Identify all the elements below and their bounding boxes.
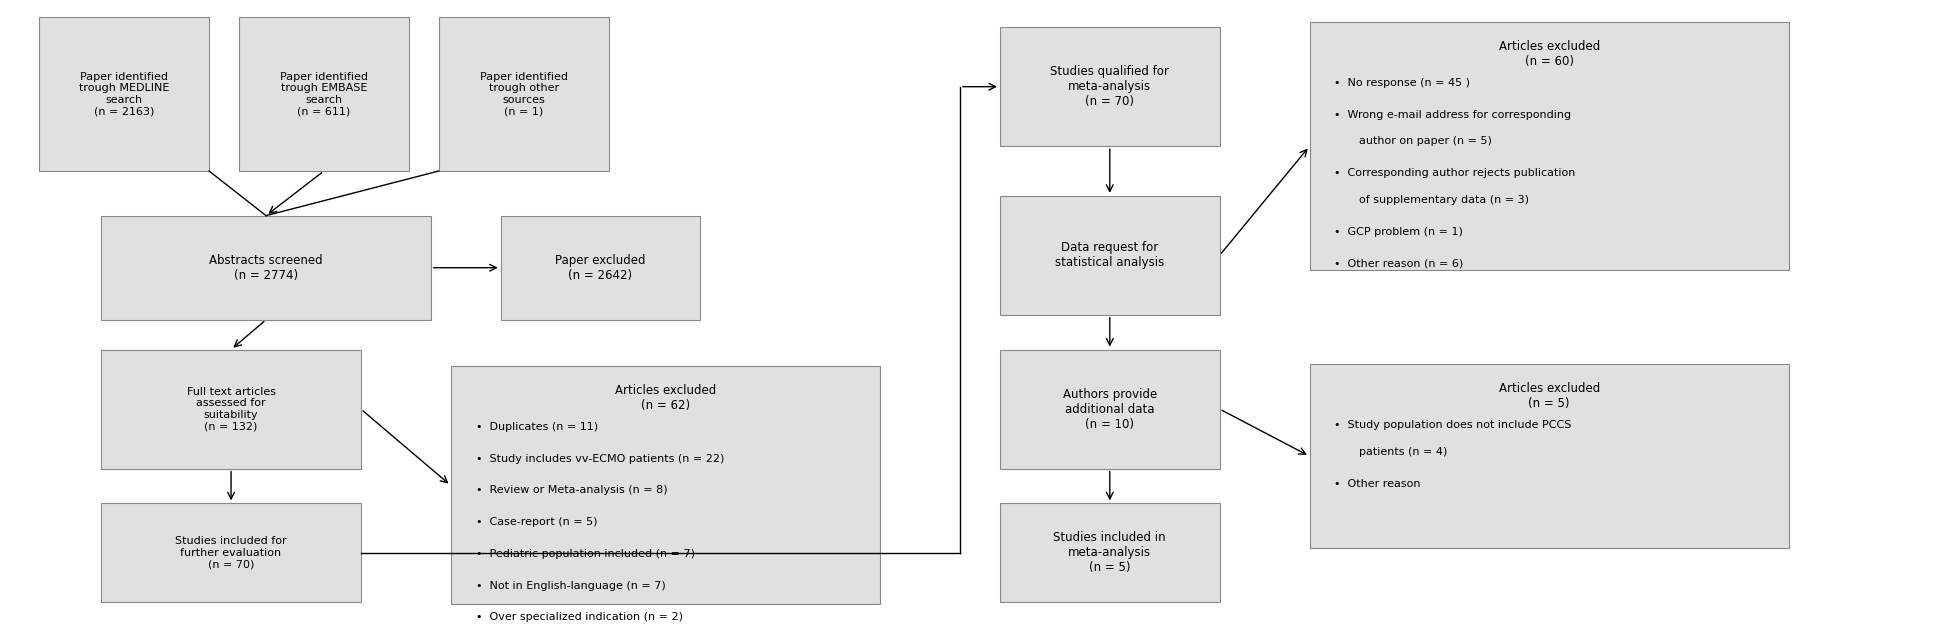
Text: Articles excluded
(n = 60): Articles excluded (n = 60) [1499,40,1600,68]
Bar [39,18,210,171]
Text: •  Study includes vv-ECMO patients (n = 22): • Study includes vv-ECMO patients (n = 2… [476,454,723,464]
Bar [1310,22,1788,270]
Bar [1310,364,1788,548]
Text: patients (n = 4): patients (n = 4) [1353,447,1448,457]
Text: Studies included for
further evaluation
(n = 70): Studies included for further evaluation … [175,536,288,570]
Text: Paper identified
trough other
sources
(n = 1): Paper identified trough other sources (n… [480,72,568,116]
Text: •  Other reason: • Other reason [1334,479,1421,489]
Bar [999,503,1219,602]
Text: Studies included in
meta-analysis
(n = 5): Studies included in meta-analysis (n = 5… [1054,531,1166,575]
Bar [439,18,608,171]
Text: Paper identified
trough MEDLINE
search
(n = 2163): Paper identified trough MEDLINE search (… [80,72,169,116]
Bar [999,196,1219,315]
Text: Articles excluded
(n = 5): Articles excluded (n = 5) [1499,382,1600,410]
Text: Studies qualified for
meta-analysis
(n = 70): Studies qualified for meta-analysis (n =… [1050,65,1168,108]
Bar [101,349,362,469]
Text: •  Not in English-language (n = 7): • Not in English-language (n = 7) [476,581,665,591]
Text: •  Other reason (n = 6): • Other reason (n = 6) [1334,259,1464,269]
Text: •  No response (n = 45 ): • No response (n = 45 ) [1334,78,1470,88]
Bar [101,503,362,602]
Text: of supplementary data (n = 3): of supplementary data (n = 3) [1353,195,1530,205]
Text: •  Review or Meta-analysis (n = 8): • Review or Meta-analysis (n = 8) [476,485,667,495]
Text: •  GCP problem (n = 1): • GCP problem (n = 1) [1334,227,1464,237]
Text: •  Case-report (n = 5): • Case-report (n = 5) [476,517,597,527]
Text: •  Over specialized indication (n = 2): • Over specialized indication (n = 2) [476,612,682,622]
Text: Paper excluded
(n = 2642): Paper excluded (n = 2642) [556,254,645,282]
Text: Authors provide
additional data
(n = 10): Authors provide additional data (n = 10) [1063,387,1157,431]
Bar [101,215,432,320]
Text: •  Wrong e-mail address for corresponding: • Wrong e-mail address for corresponding [1334,110,1571,120]
Text: •  Study population does not include PCCS: • Study population does not include PCCS [1334,420,1573,430]
Text: Paper identified
trough EMBASE
search
(n = 611): Paper identified trough EMBASE search (n… [280,72,367,116]
Text: •  Pediatric population included (n = 7): • Pediatric population included (n = 7) [476,549,694,559]
Bar [502,215,700,320]
Text: Abstracts screened
(n = 2774): Abstracts screened (n = 2774) [210,254,323,282]
Bar [999,27,1219,146]
Text: •  Duplicates (n = 11): • Duplicates (n = 11) [476,422,599,432]
Text: Articles excluded
(n = 62): Articles excluded (n = 62) [614,384,715,413]
Text: Data request for
statistical analysis: Data request for statistical analysis [1056,241,1164,269]
Text: Full text articles
assessed for
suitability
(n = 132): Full text articles assessed for suitabil… [187,387,276,431]
Bar [451,366,881,605]
Text: •  Corresponding author rejects publication: • Corresponding author rejects publicati… [1334,168,1577,178]
Text: author on paper (n = 5): author on paper (n = 5) [1353,136,1493,146]
Bar [239,18,408,171]
Bar [999,349,1219,469]
